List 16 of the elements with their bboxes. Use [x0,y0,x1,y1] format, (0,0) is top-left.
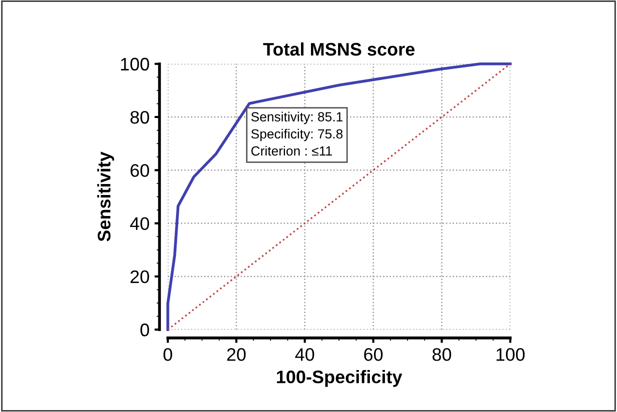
x-tick-label: 80 [432,348,452,361]
x-tick-label: 0 [164,348,172,361]
y-tick-label: 60 [130,164,150,177]
annotation: Sensitivity: 85.1 Specificity: 75.8 Criterion : ≤11 [251,112,343,156]
y-axis-title: Sensitivity [97,152,114,242]
y-tick-label: 100 [121,58,150,71]
y-tick-label: 0 [140,324,150,336]
y-tick-label: 20 [130,270,150,284]
x-tick-label: 100 [496,348,525,361]
x-tick-label: 20 [227,348,246,361]
chart-title: Total MSNS score [263,42,415,56]
y-tick-label: 80 [130,110,150,124]
y-tick-label: 40 [130,217,150,230]
x-tick-label: 60 [364,348,383,361]
x-tick-label: 40 [295,348,314,361]
x-axis-title: 100-Specificity [276,370,402,387]
